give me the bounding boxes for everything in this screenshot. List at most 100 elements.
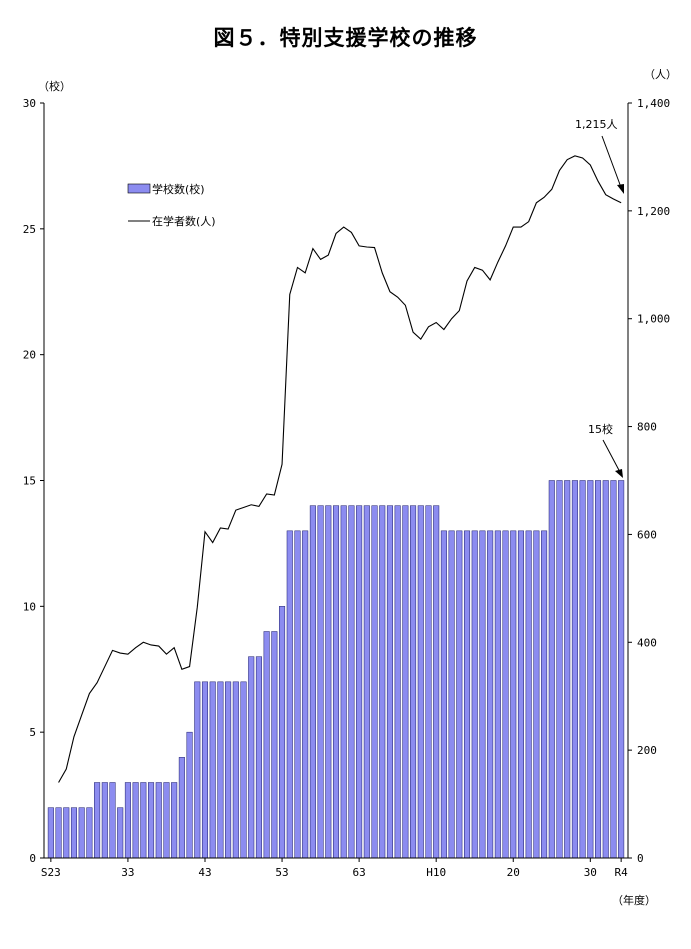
bar [240,681,247,859]
bar [178,757,185,859]
bar [201,681,209,859]
annotation-schools-label: 15校 [588,422,613,436]
bar [109,782,116,859]
bar [510,530,517,859]
bar [55,807,62,859]
bar [541,530,548,859]
bar [132,782,139,859]
left-tick-label: 25 [23,223,36,236]
bar [571,480,578,859]
bar [548,480,555,859]
legend-bar-swatch [127,183,151,194]
x-tick-label: 20 [507,866,520,879]
bar [517,530,524,859]
bar [332,505,340,859]
bar [209,681,216,859]
right-tick-label: 1,200 [637,205,670,218]
left-tick-label: 15 [23,475,36,488]
bar [379,505,386,859]
bar [263,631,270,859]
annotation-students-arrowhead [617,184,624,194]
right-tick-label: 800 [637,421,657,434]
bar [602,480,609,859]
annotation-students: 1,215人 [575,118,624,194]
bar [494,530,501,859]
annotation-schools-arrowhead [615,469,623,478]
bar [610,480,617,859]
bar [356,505,363,859]
right-tick-label: 0 [637,852,644,865]
bar [363,505,370,859]
bar [78,807,85,859]
right-tick-label: 1,400 [637,97,670,110]
annotation-schools-arrow [602,439,622,475]
bar [255,656,262,859]
bar [348,505,355,859]
left-axis-unit: （校） [38,79,71,93]
chart-title: 図５．特別支援学校の推移 [213,26,478,50]
x-tick-label: 33 [121,866,134,879]
bar [325,505,332,859]
annotation-students-label: 1,215人 [575,118,618,131]
annotation-schools: 15校 [588,422,623,478]
bar [140,782,147,859]
bar [487,530,494,859]
right-tick-label: 200 [637,744,657,757]
legend: 学校数(校) 在学者数(人) [127,182,216,228]
bar [386,505,393,859]
bar [302,530,309,859]
right-tick-label: 600 [637,528,657,541]
bar [63,807,70,859]
bar [533,530,540,859]
bar [232,681,239,859]
bar [433,505,440,859]
left-tick-label: 5 [29,726,36,739]
bar [279,606,286,859]
bar [317,505,324,859]
x-tick-label: 43 [198,866,211,879]
bar [618,480,625,859]
x-tick-label: R4 [615,866,629,879]
annotation-students-arrow [601,135,623,191]
bar [148,782,155,859]
bar [448,530,455,859]
bar [225,681,232,859]
bar [440,530,447,859]
x-tick-label: 63 [352,866,365,879]
bar [463,530,471,859]
bar-series-schools [47,480,625,859]
bar [525,530,532,859]
bar [502,530,509,859]
x-axis-unit: （年度） [612,893,656,907]
bar [286,530,293,859]
bar [124,782,131,859]
x-tick-label: 53 [275,866,288,879]
right-tick-label: 400 [637,636,657,649]
left-tick-label: 30 [23,97,36,110]
legend-line-label: 在学者数(人) [152,214,216,228]
bar [171,782,178,859]
bar [117,807,124,859]
bar [340,505,347,859]
right-axis-unit: （人） [644,68,677,81]
bar [371,505,378,859]
bar [309,505,316,859]
bar [587,480,594,859]
left-axis-ticks: 0 5 10 15 20 25 30 [23,97,44,865]
bar [425,505,432,859]
bar [394,505,401,859]
left-tick-label: 10 [23,600,36,613]
bar [163,782,170,859]
bar [595,480,602,859]
bar [101,782,108,859]
bar [556,480,563,859]
line-series-students [58,155,622,783]
bar [471,530,478,859]
bar [564,480,571,859]
bar [579,480,586,859]
bar [456,530,463,859]
right-tick-label: 1,000 [637,313,670,326]
x-tick-label: S23 [41,866,61,879]
bar [94,782,101,859]
